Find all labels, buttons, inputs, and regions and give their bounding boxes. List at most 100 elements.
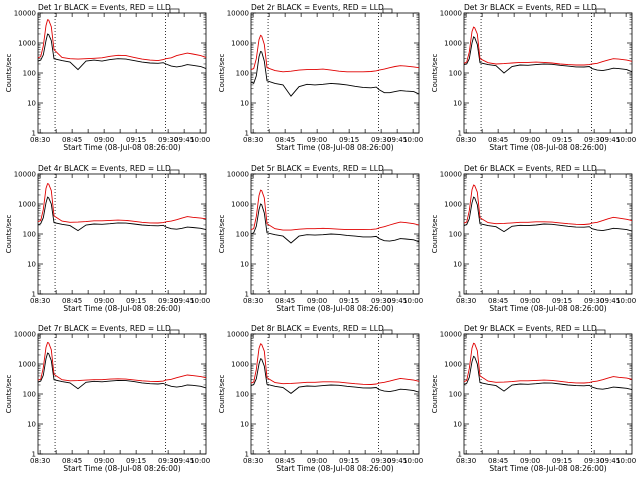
x-tick-label: 08:30 <box>243 297 263 305</box>
y-tick-label: 10000 <box>227 331 249 339</box>
y-axis-label: Counts/sec <box>218 54 226 93</box>
x-tick-label: 09:30 <box>158 457 178 465</box>
x-tick-label: 09:00 <box>520 136 540 144</box>
x-tick-label: 09:00 <box>520 297 540 305</box>
x-tick-label: 08:45 <box>275 457 295 465</box>
x-tick-label: 09:30 <box>584 297 604 305</box>
status-marker <box>382 329 393 335</box>
x-axis-label: Start Time (08-Jul-08 08:26:00) <box>489 143 606 152</box>
detector-plot: Det 5r BLACK = Events, RED = LLD 1 10 100 10… <box>218 164 423 313</box>
x-axis-label: Start Time (08-Jul-08 08:26:00) <box>276 143 393 152</box>
status-marker <box>595 8 606 14</box>
y-axis-label: Counts/sec <box>431 375 439 414</box>
events-rate-line <box>463 36 633 74</box>
x-tick-label: 09:45 <box>387 136 407 144</box>
x-tick-label: 08:30 <box>243 457 263 465</box>
lld-rate-line <box>250 189 420 231</box>
lld-rate-line <box>37 19 207 62</box>
y-tick-label: 10000 <box>440 10 462 18</box>
events-rate-line <box>463 196 633 233</box>
lld-rate-line <box>463 342 633 384</box>
status-marker <box>382 169 393 175</box>
y-tick-label: 1000 <box>231 361 249 369</box>
y-tick-label: 1000 <box>18 40 36 48</box>
x-tick-label: 10:00 <box>616 297 636 305</box>
y-tick-label: 100 <box>236 70 249 78</box>
y-tick-label: 10000 <box>14 171 36 179</box>
x-tick-label: 08:45 <box>62 136 82 144</box>
x-tick-label: 09:15 <box>552 136 572 144</box>
events-rate-line <box>37 196 207 232</box>
x-tick-label: 09:30 <box>371 297 391 305</box>
x-tick-label: 09:00 <box>307 136 327 144</box>
lld-rate-line <box>463 26 633 66</box>
y-tick-label: 10000 <box>227 10 249 18</box>
y-tick-label: 100 <box>23 70 36 78</box>
status-marker <box>382 8 393 14</box>
y-tick-label: 100 <box>23 231 36 239</box>
x-tick-label: 08:30 <box>456 297 476 305</box>
x-tick-label: 08:45 <box>62 297 82 305</box>
x-tick-label: 09:15 <box>126 457 146 465</box>
x-axis-label: Start Time (08-Jul-08 08:26:00) <box>63 143 180 152</box>
y-tick-label: 100 <box>236 231 249 239</box>
y-tick-label: 1 <box>245 451 249 459</box>
y-axis-label: Counts/sec <box>218 375 226 414</box>
x-tick-label: 09:00 <box>307 457 327 465</box>
events-rate-line <box>463 355 633 392</box>
lld-rate-line <box>463 184 633 225</box>
events-rate-line <box>250 203 420 244</box>
x-tick-label: 09:15 <box>339 136 359 144</box>
detector-plot: Det 8r BLACK = Events, RED = LLD 1 10 100 10… <box>218 324 423 473</box>
x-tick-label: 10:00 <box>616 457 636 465</box>
y-tick-label: 10000 <box>440 171 462 179</box>
status-marker <box>595 329 606 335</box>
x-tick-label: 09:15 <box>339 457 359 465</box>
detector-plot: Det 3r BLACK = Events, RED = LLD 1 10 100 10… <box>431 3 636 152</box>
plot-frame <box>37 333 207 455</box>
plot-frame <box>463 12 633 134</box>
y-tick-label: 1 <box>32 451 36 459</box>
y-tick-label: 10 <box>240 100 249 108</box>
x-tick-label: 09:45 <box>174 297 194 305</box>
status-marker <box>595 169 606 175</box>
y-axis-label: Counts/sec <box>431 215 439 254</box>
y-tick-label: 1 <box>245 130 249 138</box>
events-rate-line <box>250 50 420 97</box>
x-tick-label: 09:15 <box>339 297 359 305</box>
x-tick-label: 10:00 <box>403 136 423 144</box>
y-tick-label: 1 <box>245 291 249 299</box>
y-tick-label: 1000 <box>444 40 462 48</box>
plot-title: Det 9r BLACK = Events, RED = LLD <box>464 324 597 333</box>
x-tick-label: 09:30 <box>371 136 391 144</box>
y-tick-label: 1 <box>32 130 36 138</box>
plot-frame <box>37 173 207 295</box>
detector-plot: Det 2r BLACK = Events, RED = LLD 1 10 100 10… <box>218 3 423 152</box>
x-tick-label: 08:45 <box>62 457 82 465</box>
plot-title: Det 3r BLACK = Events, RED = LLD <box>464 3 597 12</box>
x-tick-label: 08:30 <box>456 136 476 144</box>
lld-rate-line <box>37 341 207 382</box>
x-axis-label: Start Time (08-Jul-08 08:26:00) <box>63 304 180 313</box>
plot-title: Det 7r BLACK = Events, RED = LLD <box>38 324 171 333</box>
y-tick-label: 1 <box>458 451 462 459</box>
x-tick-label: 09:30 <box>584 136 604 144</box>
x-axis-label: Start Time (08-Jul-08 08:26:00) <box>276 464 393 473</box>
plot-frame <box>37 12 207 134</box>
status-marker <box>169 329 180 335</box>
y-tick-label: 10 <box>240 421 249 429</box>
y-axis-label: Counts/sec <box>5 54 13 93</box>
x-tick-label: 09:00 <box>520 457 540 465</box>
plot-frame <box>463 173 633 295</box>
plot-title: Det 1r BLACK = Events, RED = LLD <box>38 3 171 12</box>
y-tick-label: 10 <box>27 100 36 108</box>
events-rate-line <box>250 358 420 394</box>
x-tick-label: 08:30 <box>30 136 50 144</box>
x-tick-label: 09:15 <box>126 136 146 144</box>
y-axis-label: Counts/sec <box>5 375 13 414</box>
plot-title: Det 2r BLACK = Events, RED = LLD <box>251 3 384 12</box>
x-tick-label: 10:00 <box>403 297 423 305</box>
plot-frame <box>250 333 420 455</box>
x-tick-label: 09:45 <box>174 457 194 465</box>
y-tick-label: 10000 <box>440 331 462 339</box>
